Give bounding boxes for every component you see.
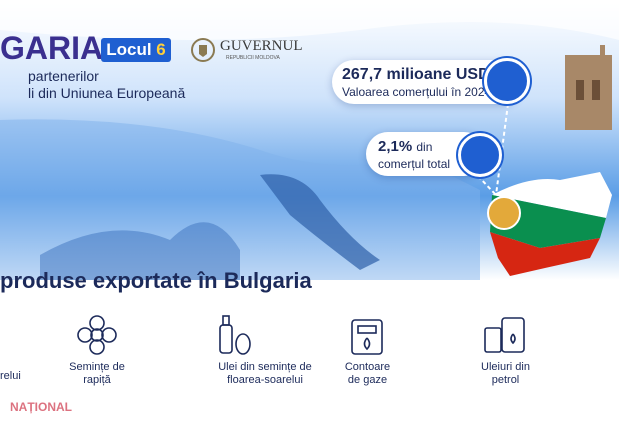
subtitle-line: partenerilor <box>28 68 99 84</box>
product-icons <box>77 315 525 355</box>
rank-label: Locul <box>106 40 152 59</box>
product-label: Contoare de gaze <box>344 361 391 386</box>
callout-value-text: 2,1% <box>378 138 413 155</box>
rank-badge: Locul 6 <box>101 38 171 62</box>
title: GARIA <box>0 30 104 66</box>
callout-value-text: 267,7 milioane USD <box>342 66 490 83</box>
gov-emblem <box>191 38 215 62</box>
callout-label: comerțul total <box>378 157 451 171</box>
gov-sub: REPUBLICII MOLDOVA <box>226 55 280 61</box>
product-label: relui <box>0 370 21 382</box>
subtitle: partenerilor li din Uniunea Europeană <box>28 68 185 102</box>
callout-label: Valoarea comerțului în 2024 <box>342 85 492 99</box>
gov-name: GUVERNUL <box>220 38 303 54</box>
callout-icon <box>484 58 530 104</box>
rank-number: 6 <box>156 40 166 59</box>
callout-icon <box>458 133 502 177</box>
product-label: Ulei din semințe de floarea-soarelui <box>218 361 312 386</box>
callout-value: 2,1% din <box>378 138 432 155</box>
product-label: Semințe de rapiță <box>69 361 125 386</box>
watermark: NAȚIONAL <box>10 400 72 414</box>
subtitle-line: li din Uniunea Europeană <box>28 85 186 101</box>
callout-suffix: din <box>416 140 433 154</box>
section-title: produse exportate în Bulgaria <box>0 268 312 293</box>
product-label: Uleiuri din petrol <box>481 361 530 386</box>
callout-value: 267,7 milioane USD <box>342 66 490 84</box>
